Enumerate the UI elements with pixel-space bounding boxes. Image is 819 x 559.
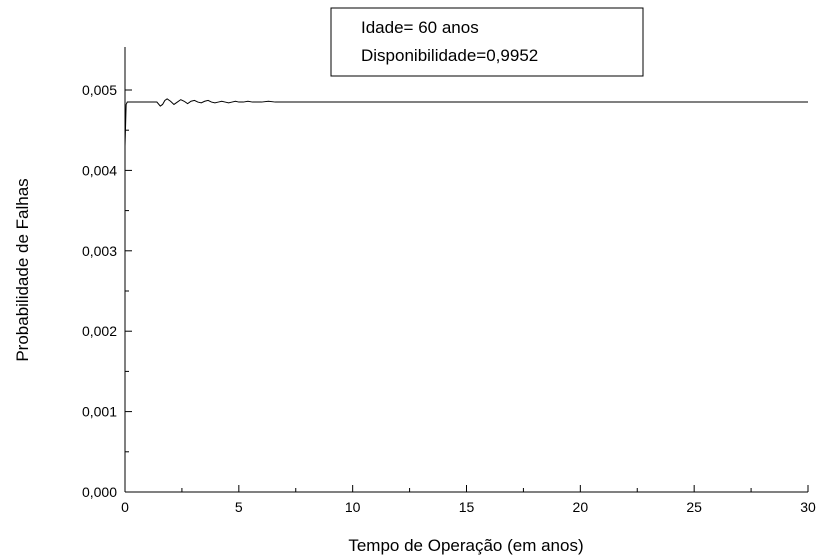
- y-axis-title: Probabilidade de Falhas: [13, 178, 32, 361]
- x-tick-label: 10: [345, 499, 361, 515]
- y-tick-label: 0,003: [82, 243, 117, 259]
- annotation-line-1: Idade= 60 anos: [361, 18, 479, 37]
- x-tick-label: 30: [800, 499, 816, 515]
- x-ticks: 0 5 10 15 20 25 30: [121, 485, 816, 515]
- y-tick-label: 0,004: [82, 162, 117, 178]
- annotation-frame: [330, 7, 644, 77]
- series-line: [124, 98, 808, 147]
- y-tick-label: 0,000: [82, 484, 117, 500]
- x-tick-label: 25: [686, 499, 702, 515]
- y-ticks: 0,000 0,001 0,002 0,003 0,004 0,005: [82, 82, 132, 500]
- annotation-box: Idade= 60 anos Disponibilidade=0,9952: [330, 7, 644, 77]
- x-tick-label: 20: [573, 499, 589, 515]
- y-tick-label: 0,005: [82, 82, 117, 98]
- x-tick-label: 15: [459, 499, 475, 515]
- x-tick-label: 0: [121, 499, 129, 515]
- annotation-line-2: Disponibilidade=0,9952: [361, 46, 538, 65]
- x-axis-title: Tempo de Operação (em anos): [348, 536, 583, 555]
- x-tick-label: 5: [235, 499, 243, 515]
- y-tick-label: 0,002: [82, 323, 117, 339]
- y-tick-label: 0,001: [82, 404, 117, 420]
